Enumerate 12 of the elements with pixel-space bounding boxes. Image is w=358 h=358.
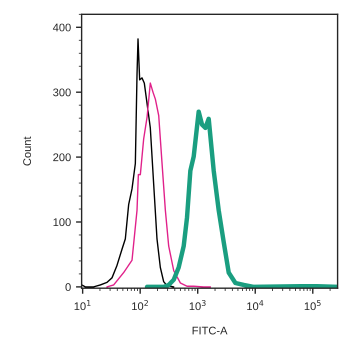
x-tick-label: 10$^{5}$: [304, 300, 321, 310]
x-tick-label: 10$^{1}$: [74, 300, 90, 310]
x-axis-title: FITC-A: [192, 326, 228, 334]
y-tick-label: 100: [54, 218, 71, 226]
x-tick-label: 10$^{4}$: [247, 300, 264, 310]
x-tick-label: 10$^{2}$: [132, 300, 148, 310]
y-axis-title: Count: [23, 136, 32, 166]
y-tick-label: 200: [53, 153, 71, 162]
y-tick-label: 0: [65, 283, 71, 292]
y-tick-label: 300: [53, 88, 71, 96]
x-tick-label: 10$^{3}$: [190, 300, 206, 310]
y-tick-label: 400: [52, 24, 71, 32]
